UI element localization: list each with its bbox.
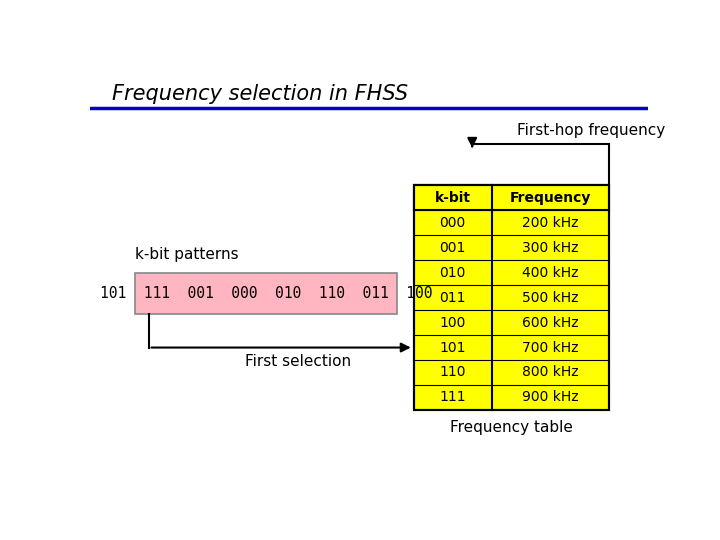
- Text: 001: 001: [439, 241, 466, 255]
- Bar: [413, 185, 609, 210]
- Bar: [413, 185, 609, 410]
- Text: First-hop frequency: First-hop frequency: [517, 123, 665, 138]
- Text: 800 kHz: 800 kHz: [522, 366, 579, 380]
- Text: 010: 010: [439, 266, 466, 280]
- Text: Frequency table: Frequency table: [450, 420, 572, 435]
- Text: 111: 111: [439, 390, 466, 404]
- Text: 101  111  001  000  010  110  011  100: 101 111 001 000 010 110 011 100: [99, 286, 432, 301]
- Text: 011: 011: [439, 291, 466, 305]
- Text: 300 kHz: 300 kHz: [522, 241, 579, 255]
- Text: 110: 110: [439, 366, 466, 380]
- Text: k-bit patterns: k-bit patterns: [135, 247, 238, 262]
- Text: Frequency: Frequency: [510, 191, 591, 205]
- Text: 400 kHz: 400 kHz: [522, 266, 579, 280]
- Bar: [135, 273, 397, 314]
- Text: First selection: First selection: [245, 354, 351, 369]
- Text: 000: 000: [440, 216, 466, 230]
- Text: Frequency selection in FHSS: Frequency selection in FHSS: [112, 84, 408, 104]
- Text: 200 kHz: 200 kHz: [522, 216, 579, 230]
- Text: 100: 100: [439, 315, 466, 329]
- Text: 500 kHz: 500 kHz: [522, 291, 579, 305]
- Text: k-bit: k-bit: [435, 191, 471, 205]
- Text: 700 kHz: 700 kHz: [522, 341, 579, 355]
- Text: 600 kHz: 600 kHz: [522, 315, 579, 329]
- Text: 101: 101: [439, 341, 466, 355]
- Bar: [413, 185, 609, 410]
- Text: 900 kHz: 900 kHz: [522, 390, 579, 404]
